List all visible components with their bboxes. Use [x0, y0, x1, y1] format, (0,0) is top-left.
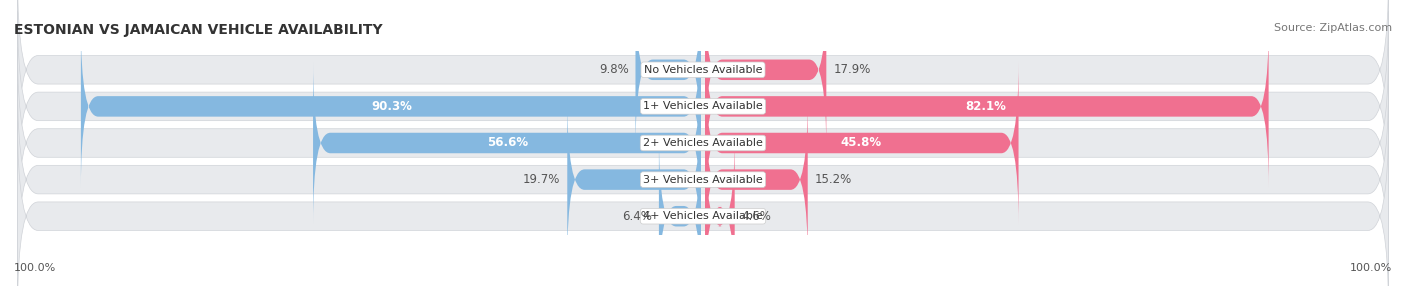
Text: 56.6%: 56.6%: [488, 136, 529, 150]
Text: 1+ Vehicles Available: 1+ Vehicles Available: [643, 102, 763, 111]
Text: 4.6%: 4.6%: [741, 210, 772, 223]
Text: No Vehicles Available: No Vehicles Available: [644, 65, 762, 75]
FancyBboxPatch shape: [704, 62, 1018, 224]
FancyBboxPatch shape: [659, 135, 702, 286]
FancyBboxPatch shape: [704, 25, 1268, 188]
FancyBboxPatch shape: [567, 98, 702, 261]
FancyBboxPatch shape: [17, 0, 1389, 165]
FancyBboxPatch shape: [82, 25, 702, 188]
Text: 4+ Vehicles Available: 4+ Vehicles Available: [643, 211, 763, 221]
Text: 100.0%: 100.0%: [14, 263, 56, 273]
Text: 3+ Vehicles Available: 3+ Vehicles Available: [643, 175, 763, 184]
Text: Source: ZipAtlas.com: Source: ZipAtlas.com: [1274, 23, 1392, 33]
Text: 45.8%: 45.8%: [841, 136, 882, 150]
Text: 9.8%: 9.8%: [599, 63, 628, 76]
FancyBboxPatch shape: [17, 47, 1389, 239]
FancyBboxPatch shape: [704, 0, 827, 151]
FancyBboxPatch shape: [636, 0, 702, 151]
FancyBboxPatch shape: [704, 135, 735, 286]
Text: 100.0%: 100.0%: [1350, 263, 1392, 273]
Text: 19.7%: 19.7%: [523, 173, 561, 186]
FancyBboxPatch shape: [17, 84, 1389, 275]
Text: 90.3%: 90.3%: [371, 100, 412, 113]
FancyBboxPatch shape: [17, 11, 1389, 202]
FancyBboxPatch shape: [314, 62, 702, 224]
Text: 2+ Vehicles Available: 2+ Vehicles Available: [643, 138, 763, 148]
Text: 17.9%: 17.9%: [834, 63, 870, 76]
FancyBboxPatch shape: [704, 98, 807, 261]
Text: 82.1%: 82.1%: [966, 100, 1007, 113]
Text: 15.2%: 15.2%: [814, 173, 852, 186]
Text: ESTONIAN VS JAMAICAN VEHICLE AVAILABILITY: ESTONIAN VS JAMAICAN VEHICLE AVAILABILIT…: [14, 23, 382, 37]
Text: 6.4%: 6.4%: [621, 210, 652, 223]
FancyBboxPatch shape: [17, 121, 1389, 286]
